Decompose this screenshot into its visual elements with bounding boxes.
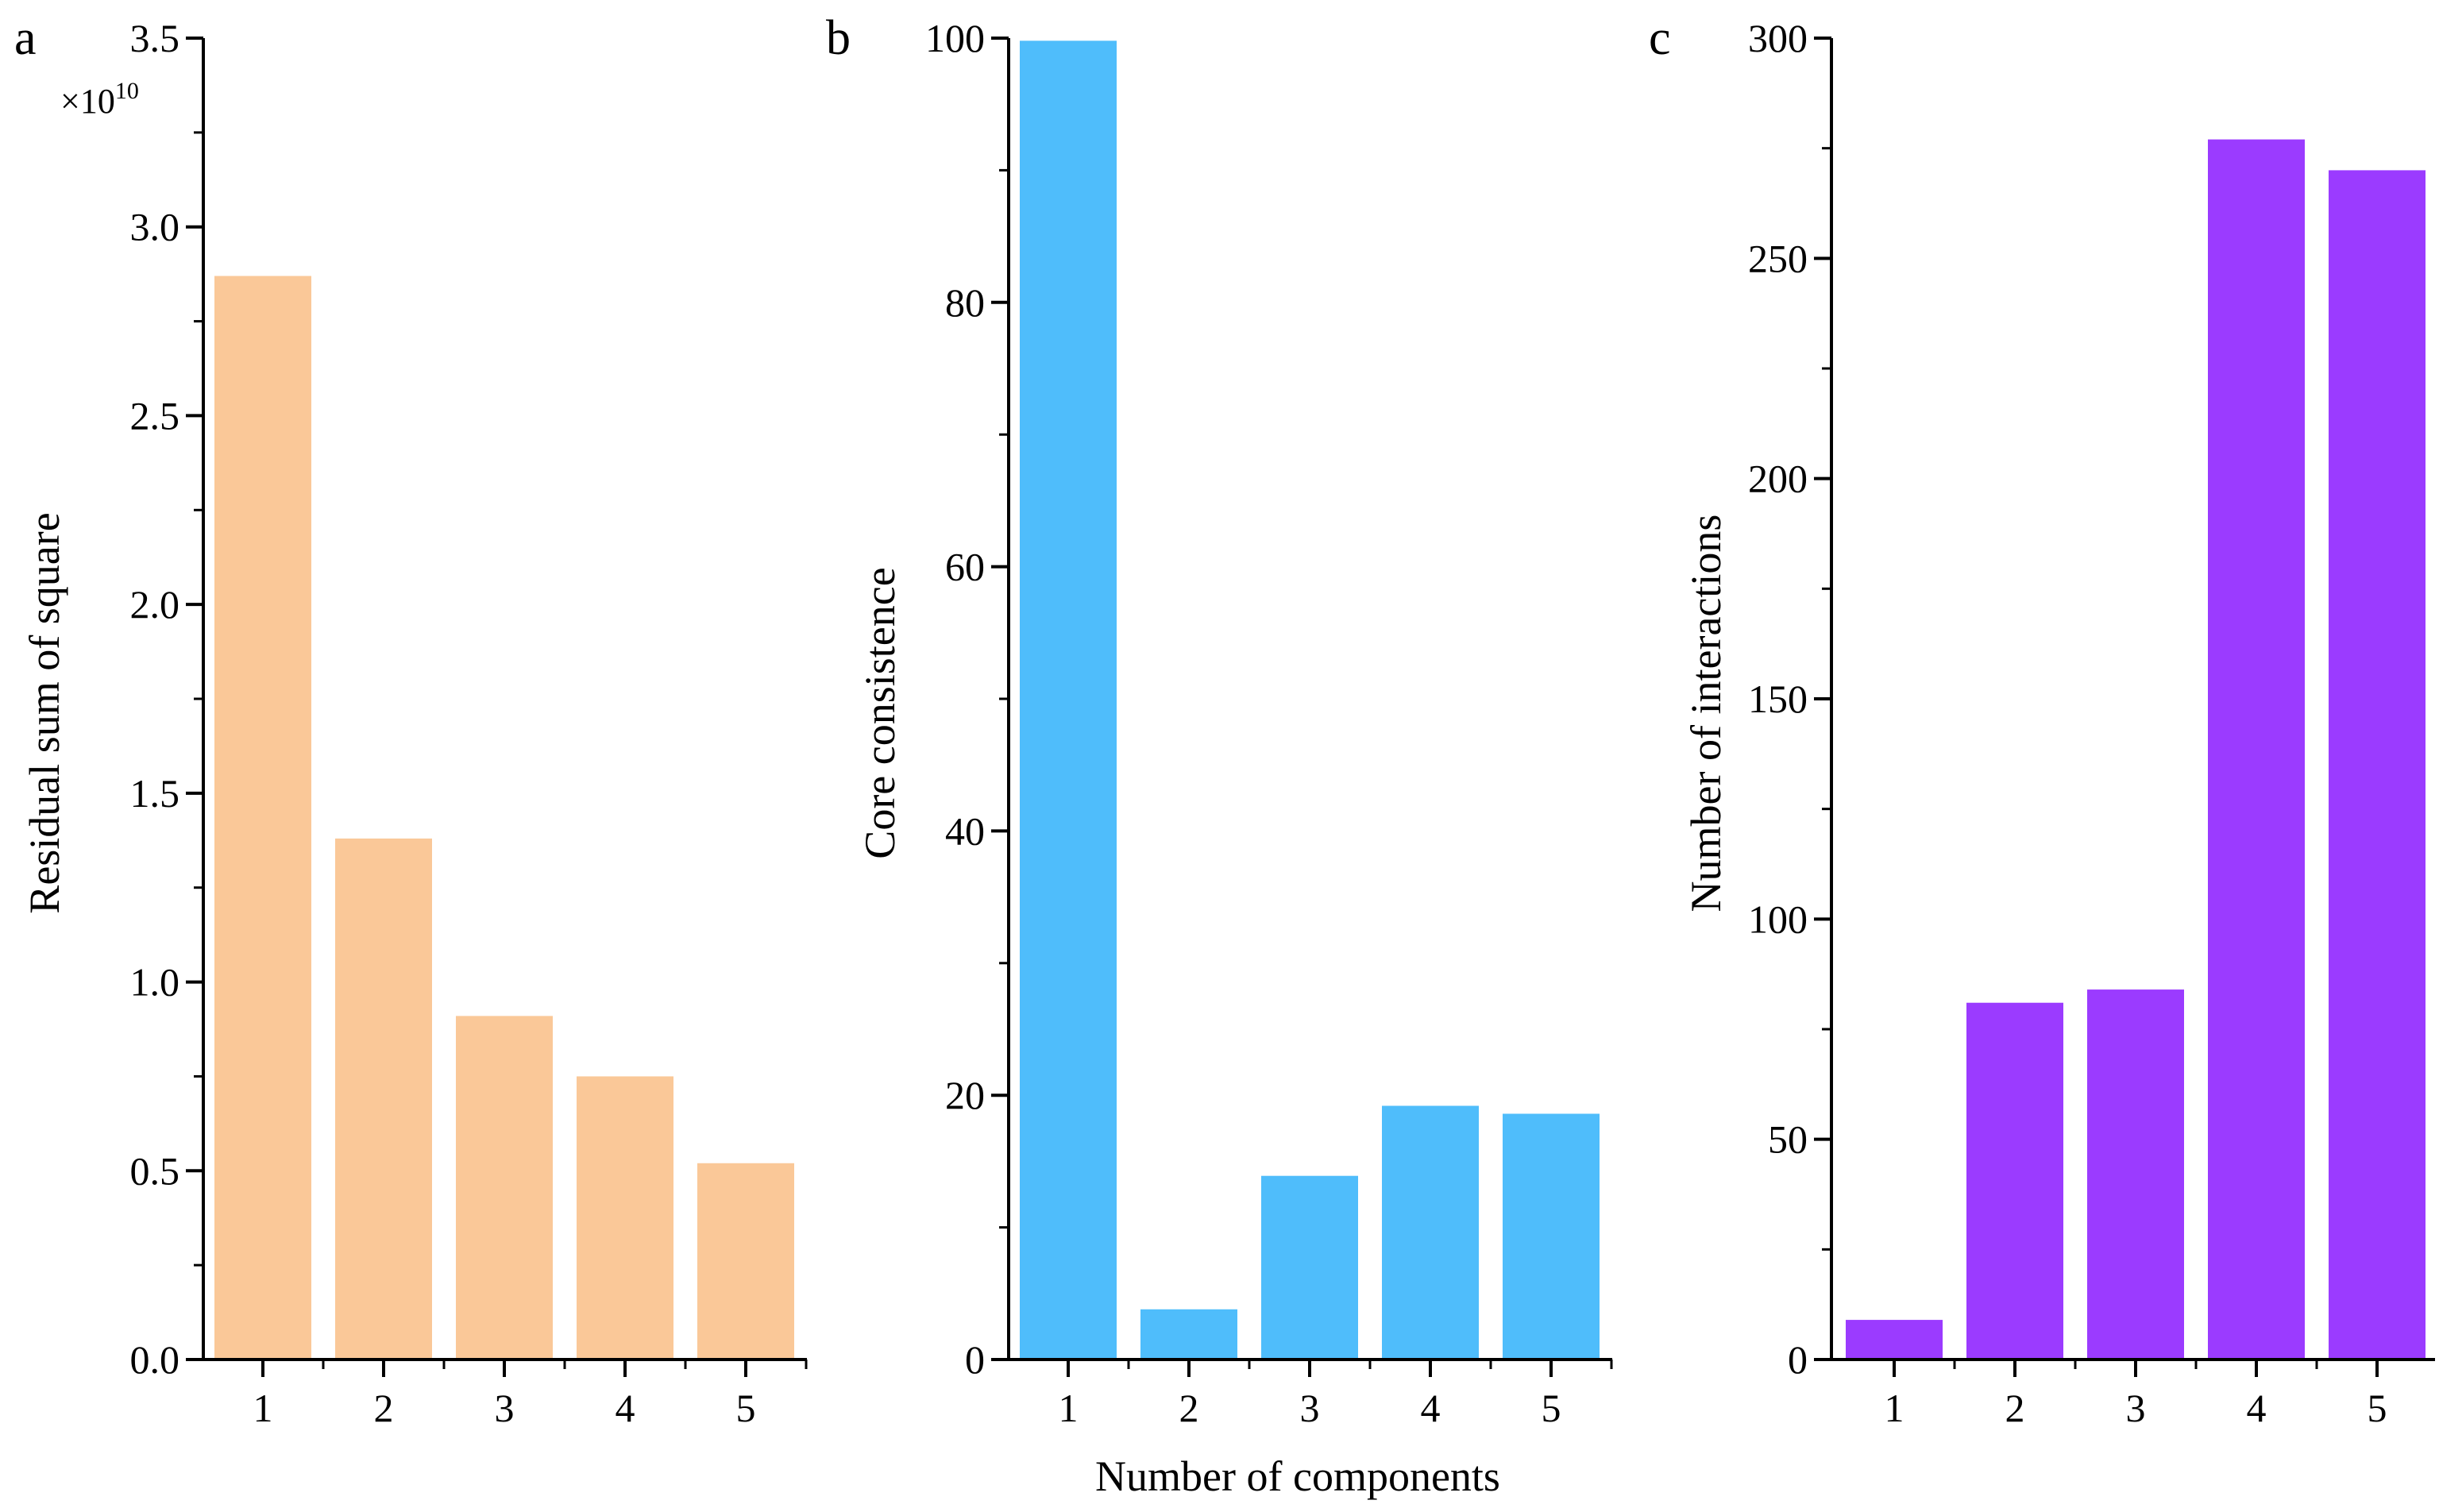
- x-tick-label-a: 1: [253, 1386, 273, 1430]
- shared-x-axis-label: Number of components: [1095, 1452, 1500, 1500]
- x-tick-label-c: 4: [2247, 1386, 2267, 1430]
- x-tick-label-c: 5: [2368, 1386, 2387, 1430]
- y-tick-label-c: 50: [1768, 1117, 1808, 1162]
- y-tick-label-b: 40: [945, 808, 985, 853]
- y-multiplier-exponent: 10: [115, 78, 139, 104]
- y-axis-label-a: Residual sum of square: [21, 512, 68, 913]
- y-multiplier-a: ×1010: [60, 78, 139, 121]
- x-tick-label-a: 3: [495, 1386, 515, 1430]
- y-tick-label-c: 250: [1748, 236, 1808, 280]
- x-tick-label-b: 5: [1542, 1386, 1561, 1430]
- bar-a-2: [335, 838, 432, 1360]
- y-tick-label-a: 2.0: [130, 582, 180, 627]
- panel-b: 0 20 40 60 80 100 1 2 3 4 5 b Core consistence: [826, 11, 1613, 1430]
- y-tick-label-c: 100: [1748, 897, 1808, 941]
- x-tick-label-b: 3: [1300, 1386, 1320, 1430]
- y-tick-label-b: 80: [945, 280, 985, 325]
- bar-b-3: [1261, 1175, 1358, 1360]
- panel-letter-c: c: [1649, 11, 1671, 65]
- y-tick-label-a: 1.5: [130, 771, 180, 816]
- bar-b-2: [1140, 1309, 1237, 1360]
- panel-letter-b: b: [826, 11, 851, 65]
- y-tick-label-a: 1.0: [130, 960, 180, 1005]
- bar-c-4: [2208, 139, 2305, 1360]
- x-tick-label-a: 5: [736, 1386, 756, 1430]
- x-tick-label-b: 2: [1179, 1386, 1199, 1430]
- bar-c-2: [1966, 1002, 2063, 1360]
- y-tick-label-c: 200: [1748, 457, 1808, 501]
- bar-a-5: [697, 1163, 794, 1360]
- bar-b-5: [1503, 1113, 1600, 1360]
- bar-c-3: [2087, 989, 2184, 1360]
- x-tick-label-c: 2: [2005, 1386, 2025, 1430]
- bar-b-4: [1382, 1105, 1479, 1360]
- y-axis-label-c: Number of interactions: [1682, 515, 1730, 912]
- bar-a-1: [214, 276, 311, 1360]
- x-tick-label-b: 4: [1421, 1386, 1441, 1430]
- y-tick-label-a: 0.5: [130, 1148, 180, 1193]
- y-tick-label-a: 3.5: [130, 16, 180, 60]
- y-tick-label-b: 100: [925, 16, 985, 60]
- bar-a-4: [577, 1076, 673, 1360]
- bar-a-3: [456, 1016, 553, 1360]
- y-tick-label-a: 3.0: [130, 205, 180, 249]
- bar-b-1: [1020, 40, 1117, 1360]
- bar-c-1: [1846, 1320, 1943, 1360]
- y-tick-label-b: 20: [945, 1073, 985, 1117]
- y-tick-label-c: 300: [1748, 16, 1808, 60]
- x-tick-label-a: 4: [616, 1386, 635, 1430]
- y-tick-label-c: 150: [1748, 677, 1808, 721]
- bar-c-5: [2329, 170, 2425, 1360]
- y-tick-label-c: 0: [1788, 1337, 1808, 1382]
- panel-c: 0 50 100 150 200 250 300 1 2 3 4 5 c Number of intera…: [1649, 11, 2435, 1430]
- y-tick-label-a: 0.0: [130, 1337, 180, 1382]
- panel-a: 0.0 0.5 1.0 1.5 2.0 2.5 3.0 3.5 1 2 3 4 5 a Residual s…: [14, 11, 808, 1430]
- y-axis-label-b: Core consistence: [856, 567, 904, 858]
- x-tick-label-b: 1: [1059, 1386, 1079, 1430]
- x-tick-label-c: 3: [2126, 1386, 2146, 1430]
- y-tick-label-b: 60: [945, 545, 985, 589]
- x-tick-label-c: 1: [1885, 1386, 1905, 1430]
- x-tick-label-a: 2: [374, 1386, 394, 1430]
- panel-letter-a: a: [14, 11, 37, 65]
- y-tick-label-b: 0: [965, 1337, 985, 1382]
- y-tick-label-a: 2.5: [130, 393, 180, 438]
